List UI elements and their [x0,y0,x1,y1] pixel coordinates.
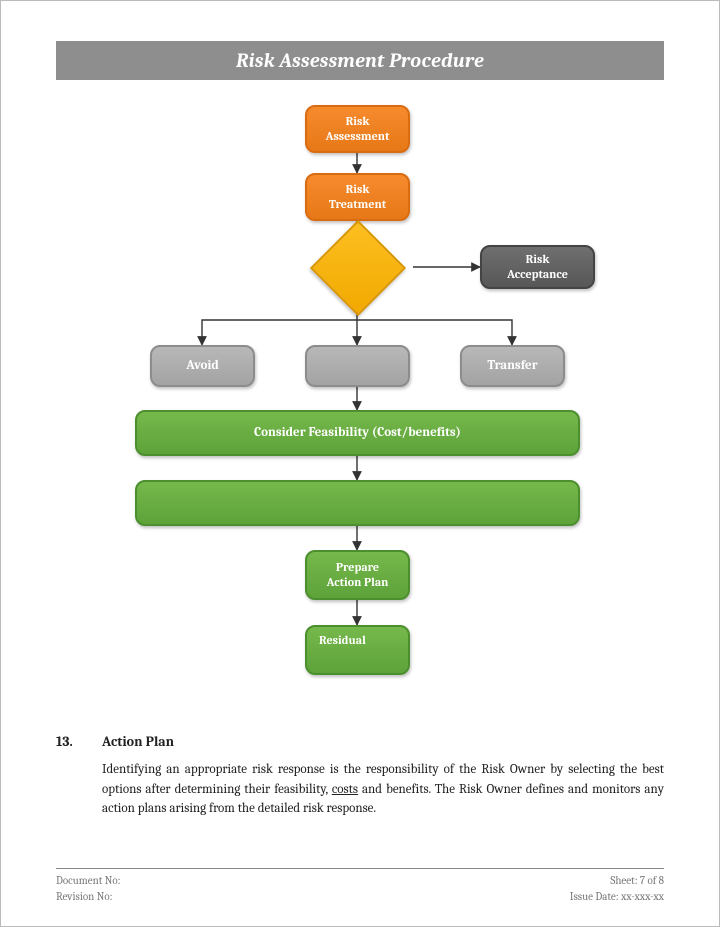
flowchart-node-label: RiskTreatment [329,182,386,212]
body-part-underlined: costs [332,782,358,797]
flowchart-node-label: Consider Feasibility (Cost/benefits) [254,425,461,441]
footer-row-1: Document No: Sheet: 7 of 8 [56,873,664,888]
flowchart-decision [303,240,413,295]
section-body: Identifying an appropriate risk response… [102,760,664,819]
footer-row-2: Revision No: Issue Date: xx-xxx-xx [56,889,664,904]
page-title: Risk Assessment Procedure [236,49,484,72]
flowchart-node-risk-assessment: RiskAssessment [305,105,410,153]
section-number: 13. [56,733,84,750]
flowchart-node-label: Residual [319,633,366,648]
flowchart-node-residual: Residual [305,625,410,675]
footer-issue-date: Issue Date: xx-xxx-xx [570,889,664,904]
flowchart-node-label: Avoid [186,358,219,374]
flowchart-node-risk-acceptance: RiskAcceptance [480,245,595,289]
section-title: Action Plan [102,733,174,750]
flowchart-edge [357,320,512,345]
flowchart-node-feasibility: Consider Feasibility (Cost/benefits) [135,410,580,456]
flowchart-edge [202,320,357,345]
footer-rev-no: Revision No: [56,889,113,904]
section-heading-row: 13. Action Plan [56,733,664,750]
flowchart-node-green-wide2 [135,480,580,526]
flowchart-node-transfer: Transfer [460,345,565,387]
flowchart-node-mid-option [305,345,410,387]
document-page: Risk Assessment Procedure RiskAssessment… [1,1,719,926]
footer-sheet: Sheet: 7 of 8 [610,873,664,888]
footer-doc-no: Document No: [56,873,121,888]
diamond-shape [310,220,406,316]
flowchart-node-label: RiskAssessment [326,114,390,144]
page-footer: Document No: Sheet: 7 of 8 Revision No: … [56,868,664,904]
flowchart-node-prepare-plan: PrepareAction Plan [305,550,410,600]
flowchart-node-label: PrepareAction Plan [327,560,389,590]
flowchart-node-label: Transfer [487,358,537,374]
flowchart-node-label: RiskAcceptance [507,252,568,282]
page-title-bar: Risk Assessment Procedure [56,41,664,80]
flowchart-diagram: RiskAssessment RiskTreatment RiskAcceptanc… [80,105,640,715]
footer-divider [56,868,664,869]
flowchart-node-risk-treatment: RiskTreatment [305,173,410,221]
flowchart-node-avoid: Avoid [150,345,255,387]
